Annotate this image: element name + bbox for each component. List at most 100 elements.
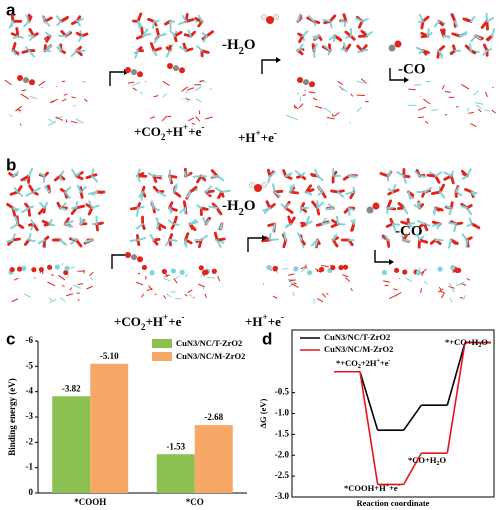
bond <box>486 17 495 23</box>
bond <box>305 215 310 225</box>
bond <box>352 218 356 225</box>
bond <box>272 223 276 233</box>
connector <box>446 342 466 406</box>
bond <box>402 207 409 215</box>
bond <box>217 275 221 282</box>
text-piece: - <box>274 128 277 138</box>
bond <box>220 189 231 193</box>
bond <box>184 18 195 23</box>
bond <box>38 81 46 87</box>
bond <box>215 237 226 242</box>
text-piece: + <box>377 358 381 364</box>
bond <box>438 183 446 194</box>
atom <box>272 265 278 271</box>
bond <box>337 81 344 86</box>
bond <box>462 295 466 300</box>
bond <box>344 43 352 53</box>
bond <box>61 285 65 287</box>
bar <box>194 425 233 493</box>
bond <box>173 30 183 38</box>
bond <box>86 285 93 290</box>
bond <box>191 122 196 125</box>
bond <box>56 20 62 27</box>
bond <box>384 235 389 241</box>
bond <box>181 47 187 52</box>
bond <box>185 90 189 94</box>
atom <box>31 267 37 273</box>
bond <box>29 95 37 100</box>
bond <box>297 43 304 52</box>
text-piece: +CO <box>134 124 161 139</box>
molecule <box>366 202 380 214</box>
bond <box>426 28 430 37</box>
bond <box>195 98 202 103</box>
bond <box>418 106 427 111</box>
bond <box>315 268 322 273</box>
bond <box>464 188 474 194</box>
bond <box>72 284 81 289</box>
bond <box>288 279 296 282</box>
bond <box>37 206 46 215</box>
bond <box>196 45 203 52</box>
bond <box>80 219 85 225</box>
bond <box>448 285 455 289</box>
bond <box>321 292 327 298</box>
molecule <box>388 40 402 52</box>
atom <box>137 71 143 78</box>
bond <box>12 35 19 40</box>
atom <box>293 266 299 272</box>
atom <box>393 267 400 273</box>
structure-side <box>127 79 213 125</box>
bond <box>326 116 335 120</box>
text-piece: +e <box>389 483 398 493</box>
bond <box>199 206 209 211</box>
y-tick-label: -3 <box>26 411 34 421</box>
bond <box>11 207 18 212</box>
bond <box>44 20 51 27</box>
bond <box>183 171 187 177</box>
bond <box>426 173 437 178</box>
bond <box>19 123 22 126</box>
bond <box>461 175 469 180</box>
bond <box>293 104 296 109</box>
bond <box>439 191 446 199</box>
bond <box>443 171 453 177</box>
bond <box>61 263 64 266</box>
bond <box>438 49 444 57</box>
bond <box>59 239 68 246</box>
bond <box>314 239 319 248</box>
bond <box>168 207 173 213</box>
bond <box>324 107 332 113</box>
y-tick-label: -4 <box>26 386 34 396</box>
bond <box>451 288 455 293</box>
bond <box>391 223 397 232</box>
bond <box>414 170 421 177</box>
bond <box>162 80 170 86</box>
atom <box>16 266 23 272</box>
bond <box>437 288 444 293</box>
bond <box>137 272 141 275</box>
atom <box>338 264 344 271</box>
y-axis-label: ΔG (eV) <box>258 399 268 429</box>
bond <box>197 238 203 249</box>
arrow-head <box>389 259 394 265</box>
bond <box>75 171 81 177</box>
bond <box>433 207 437 215</box>
bond <box>38 202 46 209</box>
legend-label: CuN3/NC/T-ZrO2 <box>176 338 242 348</box>
atom <box>137 256 143 263</box>
bond <box>450 13 457 23</box>
bond <box>393 288 398 291</box>
atom <box>249 182 255 188</box>
atom <box>203 269 209 275</box>
bond <box>219 223 223 230</box>
atom <box>170 268 176 274</box>
bond <box>15 105 23 112</box>
bond <box>184 239 188 248</box>
reaction-text: +H++e- <box>245 312 284 329</box>
bond <box>421 271 425 277</box>
bond <box>356 106 362 113</box>
x-axis-label: Reaction coordinate <box>357 498 430 508</box>
bond <box>87 206 94 216</box>
bond <box>77 283 84 286</box>
